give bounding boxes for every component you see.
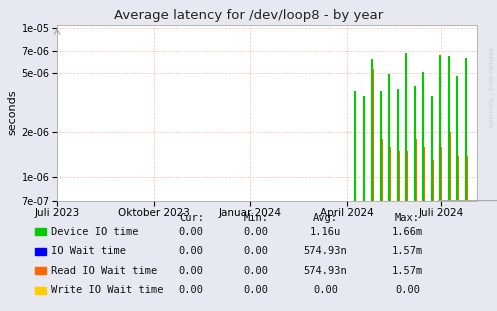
Text: 0.00: 0.00 (179, 266, 204, 276)
Text: Average latency for /dev/loop8 - by year: Average latency for /dev/loop8 - by year (114, 9, 383, 22)
Text: 574.93n: 574.93n (304, 266, 347, 276)
Text: 1.66m: 1.66m (392, 227, 423, 237)
Text: Write IO Wait time: Write IO Wait time (51, 285, 163, 295)
Text: 1.57m: 1.57m (392, 246, 423, 256)
Text: RRDTOOL / TOBI OETIKER: RRDTOOL / TOBI OETIKER (490, 47, 495, 128)
Text: Min:: Min: (244, 213, 268, 223)
Text: Avg:: Avg: (313, 213, 338, 223)
Text: 1.57m: 1.57m (392, 266, 423, 276)
Text: 0.00: 0.00 (244, 246, 268, 256)
Text: Read IO Wait time: Read IO Wait time (51, 266, 157, 276)
Text: 0.00: 0.00 (395, 285, 420, 295)
Text: Cur:: Cur: (179, 213, 204, 223)
Text: IO Wait time: IO Wait time (51, 246, 126, 256)
Text: 574.93n: 574.93n (304, 246, 347, 256)
Text: 0.00: 0.00 (244, 227, 268, 237)
Text: 0.00: 0.00 (179, 246, 204, 256)
Text: 0.00: 0.00 (179, 227, 204, 237)
Text: Device IO time: Device IO time (51, 227, 138, 237)
Y-axis label: seconds: seconds (7, 90, 17, 136)
Text: 0.00: 0.00 (244, 285, 268, 295)
Text: 0.00: 0.00 (244, 266, 268, 276)
Text: 0.00: 0.00 (313, 285, 338, 295)
Text: 1.16u: 1.16u (310, 227, 341, 237)
Text: 0.00: 0.00 (179, 285, 204, 295)
Text: Max:: Max: (395, 213, 420, 223)
